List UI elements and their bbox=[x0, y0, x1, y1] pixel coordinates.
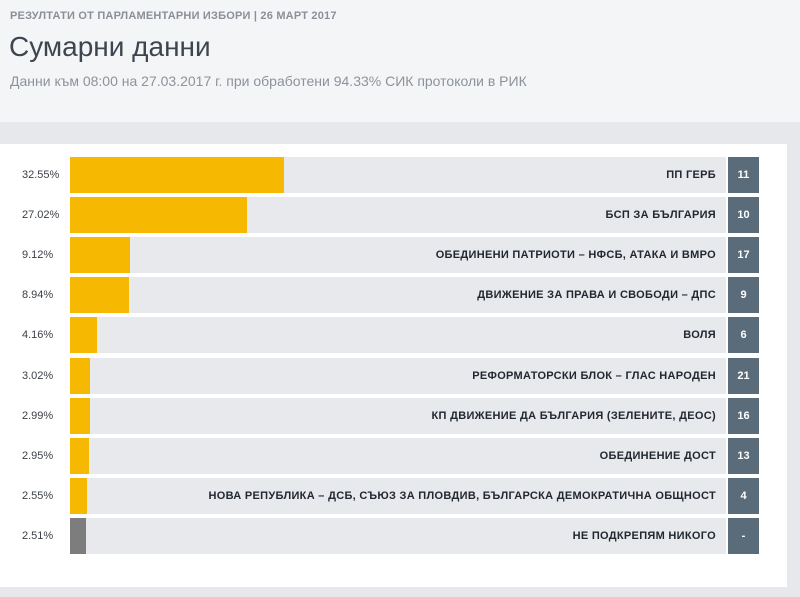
bar-track: ВОЛЯ bbox=[70, 317, 726, 354]
percent-label: 2.55% bbox=[22, 489, 54, 502]
bar bbox=[70, 477, 87, 514]
result-row: 4.16% ВОЛЯ 6 bbox=[0, 317, 787, 354]
bar bbox=[70, 157, 284, 193]
bar-track: ПП ГЕРБ bbox=[70, 157, 726, 193]
party-label: ОБЕДИНЕНИ ПАТРИОТИ – НФСБ, АТАКА И ВМРО bbox=[435, 249, 716, 262]
bar bbox=[70, 357, 90, 394]
result-row: 32.55% ПП ГЕРБ 11 bbox=[0, 157, 787, 193]
ballot-number-badge: 11 bbox=[728, 157, 759, 193]
bar bbox=[70, 197, 248, 234]
party-label: РЕФОРМАТОРСКИ БЛОК – ГЛАС НАРОДЕН bbox=[472, 369, 716, 382]
percent-label: 27.02% bbox=[22, 209, 60, 222]
result-row: 27.02% БСП ЗА БЪЛГАРИЯ 10 bbox=[0, 197, 787, 234]
bar-track: НОВА РЕПУБЛИКА – ДСБ, СЪЮЗ ЗА ПЛОВДИВ, Б… bbox=[70, 477, 726, 514]
party-label: ПП ГЕРБ bbox=[666, 169, 716, 181]
percent-label: 9.12% bbox=[22, 249, 54, 262]
result-row: 8.94% ДВИЖЕНИЕ ЗА ПРАВА И СВОБОДИ – ДПС 9 bbox=[0, 277, 787, 314]
bar bbox=[70, 437, 90, 474]
page-title: Сумарни данни bbox=[9, 31, 211, 62]
results-chart: 32.55% ПП ГЕРБ 11 27.02% БСП ЗА БЪЛГАРИЯ 10 9.… bbox=[0, 144, 787, 587]
result-row: 3.02% РЕФОРМАТОРСКИ БЛОК – ГЛАС НАРОДЕН 21 bbox=[0, 357, 787, 394]
bar bbox=[70, 517, 87, 554]
bar-track: БСП ЗА БЪЛГАРИЯ bbox=[70, 197, 726, 234]
ballot-number-badge: 9 bbox=[728, 277, 759, 314]
party-label: КП ДВИЖЕНИЕ ДА БЪЛГАРИЯ (ЗЕЛЕНИТЕ, ДЕОС) bbox=[431, 409, 716, 422]
party-label: ОБЕДИНЕНИЕ ДОСТ bbox=[599, 449, 716, 462]
bar bbox=[70, 397, 90, 434]
bar bbox=[70, 237, 130, 274]
result-row: 2.95% ОБЕДИНЕНИЕ ДОСТ 13 bbox=[0, 437, 787, 474]
result-row: 9.12% ОБЕДИНЕНИ ПАТРИОТИ – НФСБ, АТАКА И … bbox=[0, 237, 787, 274]
ballot-number-badge: 4 bbox=[728, 477, 759, 514]
ballot-number-badge: 13 bbox=[728, 437, 759, 474]
bar-track: ОБЕДИНЕНИ ПАТРИОТИ – НФСБ, АТАКА И ВМРО bbox=[70, 237, 726, 274]
percent-label: 2.95% bbox=[22, 449, 54, 462]
party-label: ДВИЖЕНИЕ ЗА ПРАВА И СВОБОДИ – ДПС bbox=[477, 289, 716, 302]
page-subtitle: Данни към 08:00 на 27.03.2017 г. при обр… bbox=[10, 73, 527, 89]
percent-label: 2.51% bbox=[22, 529, 54, 542]
bar-track: ДВИЖЕНИЕ ЗА ПРАВА И СВОБОДИ – ДПС bbox=[70, 277, 726, 314]
result-row: 2.51% НЕ ПОДКРЕПЯМ НИКОГО - bbox=[0, 517, 787, 554]
ballot-number-badge: 10 bbox=[728, 197, 759, 234]
percent-label: 32.55% bbox=[22, 169, 60, 181]
party-label: НОВА РЕПУБЛИКА – ДСБ, СЪЮЗ ЗА ПЛОВДИВ, Б… bbox=[208, 489, 716, 502]
page-header: РЕЗУЛТАТИ ОТ ПАРЛАМЕНТАРНИ ИЗБОРИ | 26 М… bbox=[0, 0, 800, 122]
ballot-number-badge: 16 bbox=[728, 397, 759, 434]
bar-track: НЕ ПОДКРЕПЯМ НИКОГО bbox=[70, 517, 726, 554]
bar-track: РЕФОРМАТОРСКИ БЛОК – ГЛАС НАРОДЕН bbox=[70, 357, 726, 394]
page-kicker: РЕЗУЛТАТИ ОТ ПАРЛАМЕНТАРНИ ИЗБОРИ | 26 М… bbox=[10, 10, 337, 22]
party-label: НЕ ПОДКРЕПЯМ НИКОГО bbox=[572, 529, 716, 542]
result-row: 2.55% НОВА РЕПУБЛИКА – ДСБ, СЪЮЗ ЗА ПЛОВД… bbox=[0, 477, 787, 514]
ballot-number-badge: - bbox=[728, 517, 759, 554]
party-label: ВОЛЯ bbox=[683, 329, 716, 342]
ballot-number-badge: 17 bbox=[728, 237, 759, 274]
bar bbox=[70, 317, 98, 354]
percent-label: 4.16% bbox=[22, 329, 54, 342]
bar-track: ОБЕДИНЕНИЕ ДОСТ bbox=[70, 437, 726, 474]
bar bbox=[70, 277, 129, 314]
bar-track: КП ДВИЖЕНИЕ ДА БЪЛГАРИЯ (ЗЕЛЕНИТЕ, ДЕОС) bbox=[70, 397, 726, 434]
percent-label: 3.02% bbox=[22, 369, 54, 382]
percent-label: 2.99% bbox=[22, 409, 54, 422]
result-row: 2.99% КП ДВИЖЕНИЕ ДА БЪЛГАРИЯ (ЗЕЛЕНИТЕ, … bbox=[0, 397, 787, 434]
ballot-number-badge: 6 bbox=[728, 317, 759, 354]
party-label: БСП ЗА БЪЛГАРИЯ bbox=[605, 209, 716, 222]
percent-label: 8.94% bbox=[22, 289, 54, 302]
ballot-number-badge: 21 bbox=[728, 357, 759, 394]
